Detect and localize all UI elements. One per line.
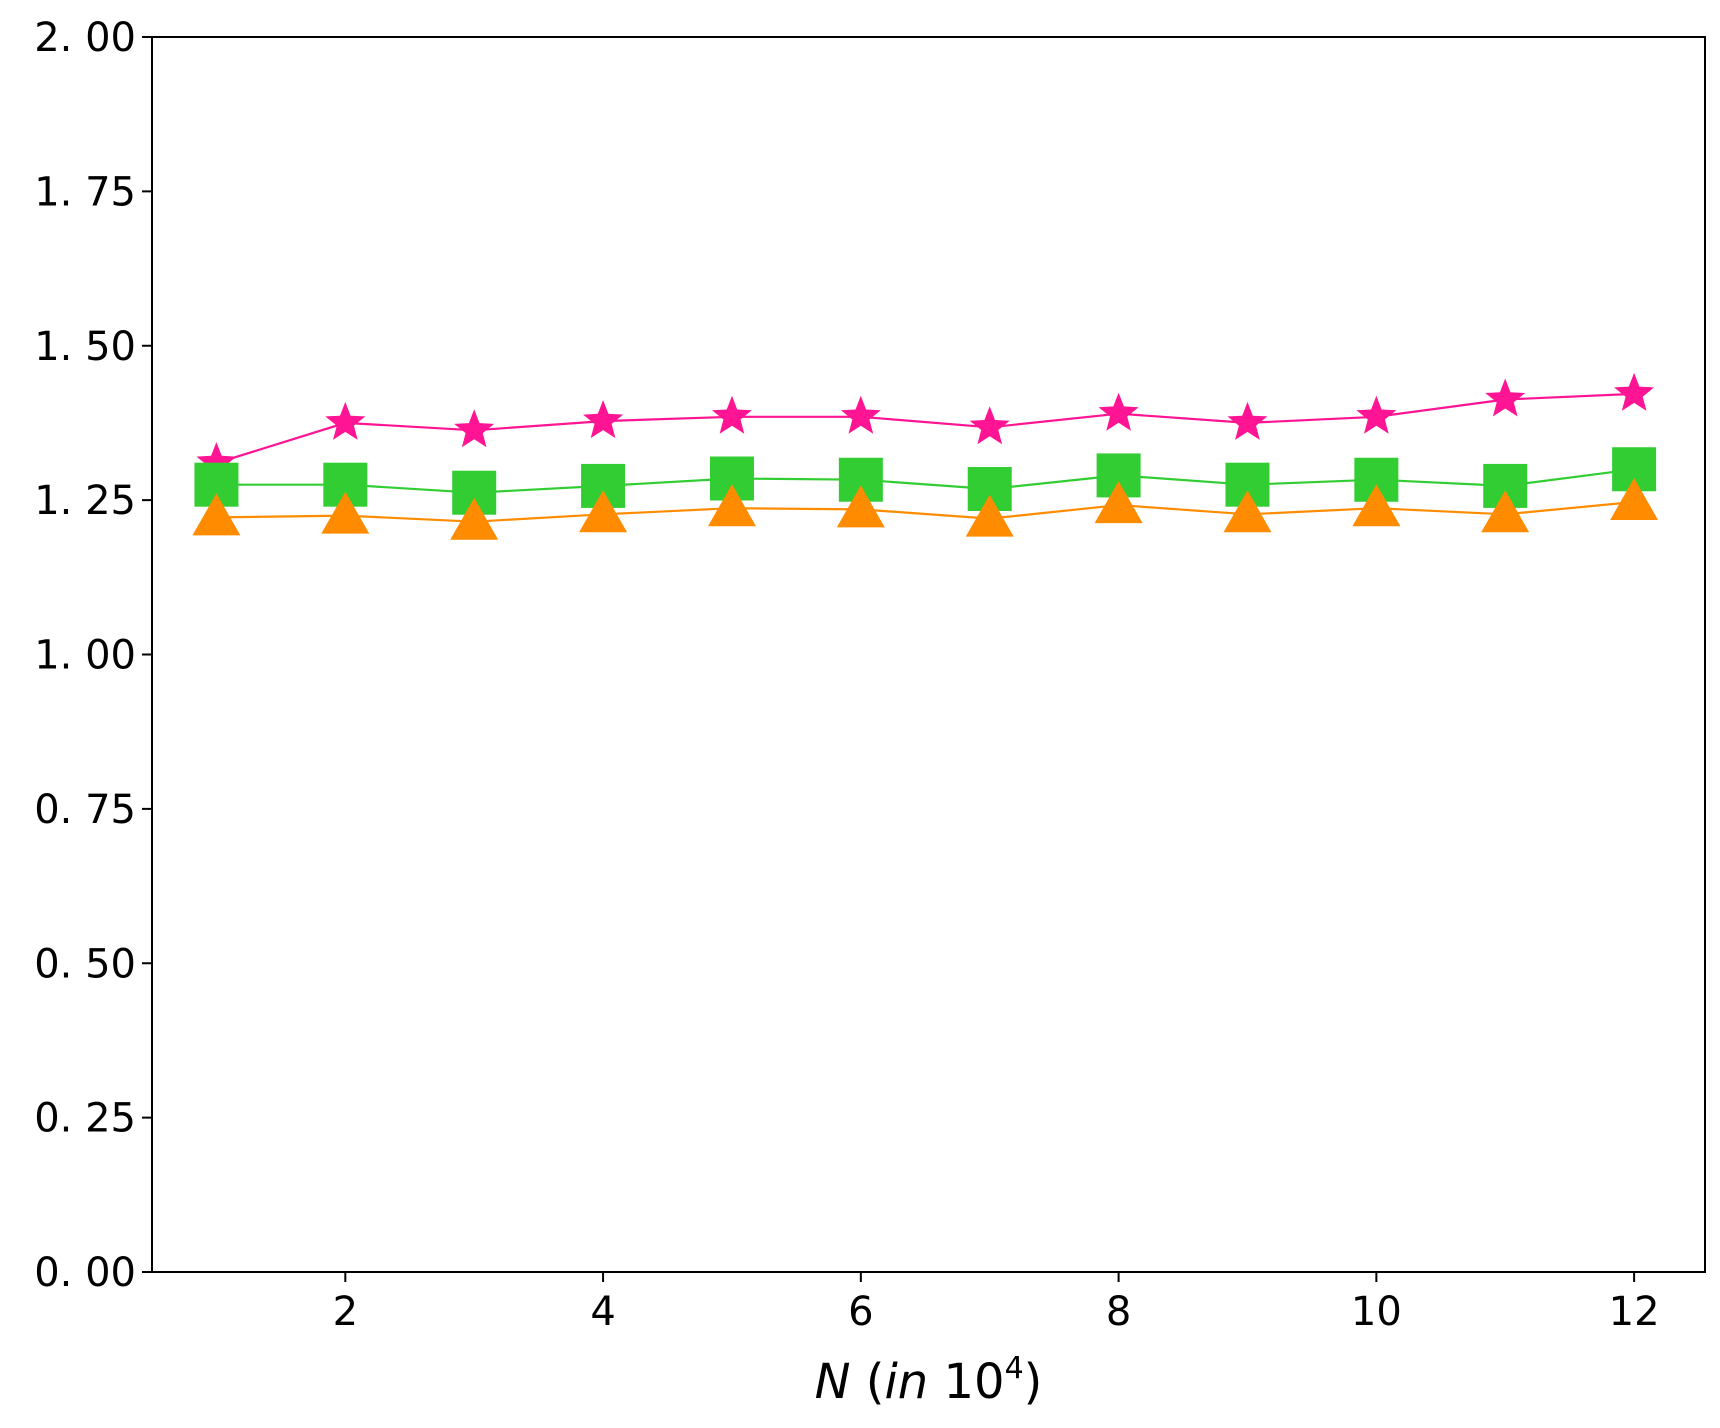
y-tick-label: 0. 00 <box>34 1250 136 1296</box>
x-axis-label-exponent: 4 <box>1005 1351 1024 1386</box>
data-point-triangle <box>708 484 756 527</box>
data-point-star <box>1356 395 1397 434</box>
data-point-star <box>196 442 237 481</box>
y-axis-ticks: 0. 00 0. 25 0. 50 0. 75 1. 00 1. 25 1. 50 1. 75… <box>34 15 152 1296</box>
data-point-triangle <box>321 491 370 534</box>
x-tick-label: 6 <box>848 1289 873 1335</box>
data-point-star <box>840 395 881 434</box>
data-point-star <box>1098 392 1139 431</box>
y-tick-label: 1. 75 <box>34 169 136 215</box>
x-tick-label: 12 <box>1609 1289 1660 1335</box>
data-point-triangle <box>579 490 628 533</box>
series-layer <box>192 372 1659 540</box>
data-point-triangle <box>1352 484 1401 527</box>
data-point-triangle <box>1481 490 1530 533</box>
data-point-triangle <box>1094 481 1143 524</box>
y-tick-label: 0. 25 <box>34 1096 136 1142</box>
y-tick-label: 0. 75 <box>34 787 136 833</box>
data-point-star <box>969 406 1010 445</box>
y-tick-label: 1. 00 <box>34 633 136 679</box>
x-tick-label: 10 <box>1351 1289 1402 1335</box>
x-axis-label-space <box>928 1354 943 1410</box>
x-axis-label-open: ( <box>850 1354 884 1410</box>
x-axis-label: N (in 104) <box>815 1351 1043 1410</box>
data-point-star <box>1485 378 1526 417</box>
data-point-triangle <box>1610 478 1659 520</box>
y-tick-label: 2. 00 <box>34 15 136 61</box>
x-axis-ticks: 2 4 6 8 10 12 <box>333 1272 1660 1335</box>
data-point-star <box>325 401 366 440</box>
y-tick-label: 1. 25 <box>34 478 136 524</box>
x-axis-label-base: 10 <box>944 1354 1005 1410</box>
x-tick-label: 4 <box>590 1289 615 1335</box>
series-line <box>216 392 1635 465</box>
data-point-triangle <box>192 493 241 536</box>
x-tick-label: 2 <box>333 1289 358 1335</box>
data-point-triangle <box>1223 490 1272 533</box>
data-point-star <box>454 409 495 448</box>
data-point-triangle <box>836 485 885 528</box>
y-tick-label: 1. 50 <box>34 324 136 370</box>
plot-area <box>152 37 1705 1272</box>
data-point-triangle <box>965 494 1014 537</box>
x-axis-label-close: ) <box>1024 1354 1043 1410</box>
y-tick-label: 0. 50 <box>34 941 136 987</box>
data-point-star <box>712 395 752 434</box>
x-tick-label: 8 <box>1106 1289 1131 1335</box>
series-triangle <box>192 478 1659 540</box>
data-point-triangle <box>450 497 499 540</box>
series-line <box>216 500 1635 523</box>
x-axis-label-var: N <box>815 1354 851 1410</box>
data-point-star <box>1614 372 1655 411</box>
data-point-star <box>1227 401 1268 440</box>
x-axis-label-word: in <box>884 1354 928 1410</box>
series-star <box>196 372 1655 481</box>
data-point-star <box>583 400 624 439</box>
